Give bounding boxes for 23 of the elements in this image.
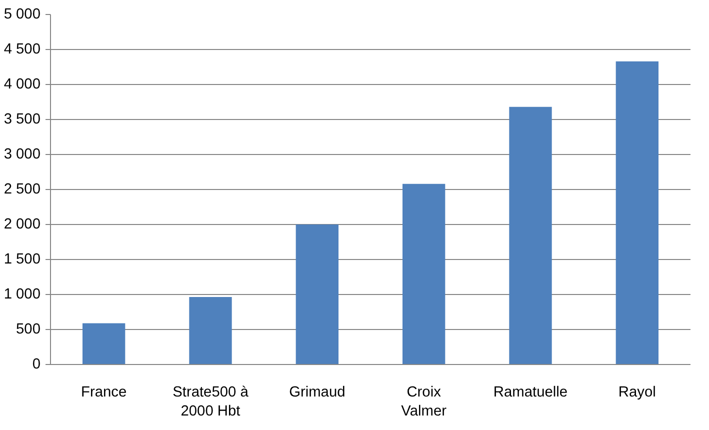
y-tick-label: 500 [16, 322, 41, 338]
y-tick-label: 1 000 [4, 286, 41, 302]
bar [616, 61, 658, 364]
bar [189, 296, 232, 364]
x-tick-label: Grimaud [289, 384, 346, 400]
y-tick-label: 1 500 [4, 252, 41, 268]
bar [82, 323, 126, 364]
y-tick-label: 4 000 [4, 76, 41, 92]
bar [509, 106, 552, 364]
y-tick-label: 0 [32, 356, 41, 372]
bar [402, 184, 446, 364]
y-tick-label: 5 000 [4, 6, 41, 22]
x-tick-label: Croix Valmer [401, 384, 447, 420]
y-tick-label: 3 500 [4, 112, 41, 128]
x-tick-label: Ramatuelle [493, 384, 568, 400]
y-tick-label: 2 500 [4, 182, 41, 198]
y-tick-label: 2 000 [4, 216, 41, 232]
x-tick-label: Rayol [618, 384, 656, 400]
y-tick-label: 4 500 [4, 42, 41, 58]
y-tick-label: 3 000 [4, 146, 41, 162]
x-tick-label: Strate500 à 2000 Hbt [172, 384, 250, 420]
bar [296, 224, 338, 364]
x-tick-label: France [81, 384, 127, 400]
